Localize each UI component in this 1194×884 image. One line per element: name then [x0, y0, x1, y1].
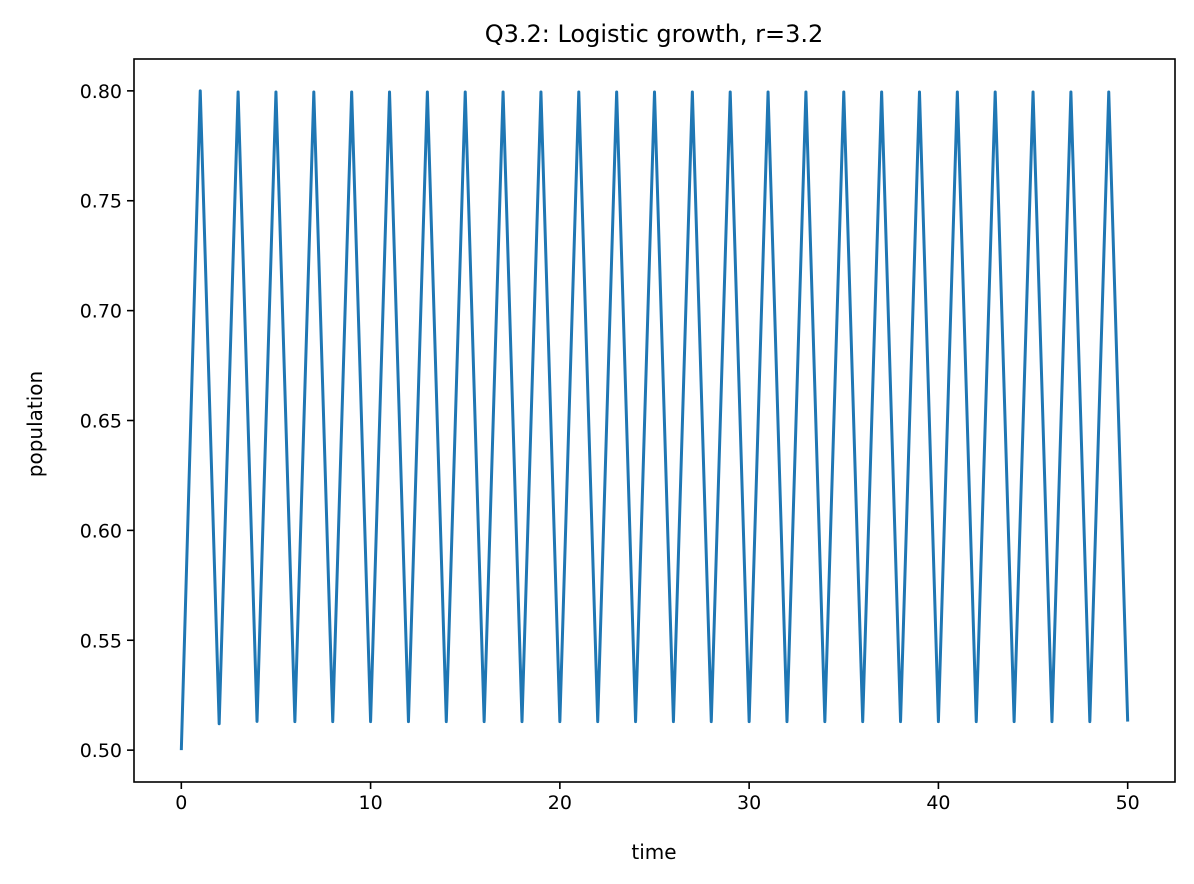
series-layer: [179, 89, 1130, 751]
y-tick-label: 0.65: [80, 411, 122, 433]
y-axis: 0.50 0.55 0.60 0.65 0.70 0.75 0.80: [80, 81, 134, 762]
y-tick-label: 0.80: [80, 81, 122, 103]
x-tick-label: 20: [548, 792, 572, 814]
x-axis-label: time: [631, 840, 676, 864]
y-axis-label: population: [23, 371, 47, 477]
y-tick-label: 0.75: [80, 191, 122, 213]
chart-title: Q3.2: Logistic growth, r=3.2: [485, 20, 824, 48]
x-tick-label: 30: [737, 792, 761, 814]
y-tick-label: 0.55: [80, 630, 122, 652]
x-axis: 0 10 20 30 40 50: [175, 782, 1140, 814]
y-tick-label: 0.60: [80, 520, 122, 542]
x-tick-label: 10: [358, 792, 382, 814]
series-line-0: [179, 89, 1130, 751]
x-tick-label: 0: [175, 792, 187, 814]
y-tick-label: 0.70: [80, 301, 122, 323]
plot-area: [133, 58, 1176, 783]
x-tick-label: 40: [926, 792, 950, 814]
plot-frame: [133, 58, 1176, 783]
x-tick-label: 50: [1116, 792, 1140, 814]
y-tick-label: 0.50: [80, 740, 122, 762]
